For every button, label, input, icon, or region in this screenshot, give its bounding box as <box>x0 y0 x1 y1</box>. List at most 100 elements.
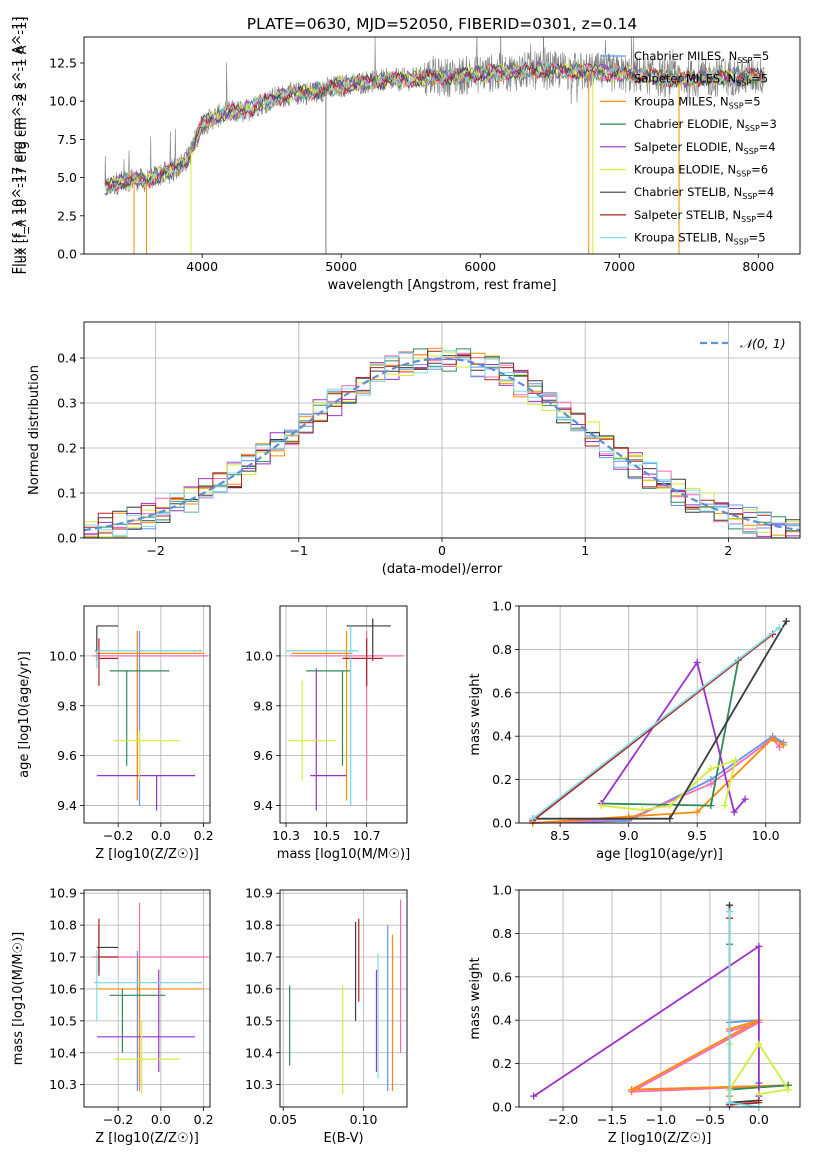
legend-lib: MILES <box>687 49 721 63</box>
series-marker <box>707 765 715 773</box>
massweight-vs-age-lines <box>529 617 790 827</box>
legend-lib: ELODIE <box>686 140 728 154</box>
legend-eq: = <box>749 231 759 245</box>
x-tick-label: 0.05 <box>269 1112 297 1127</box>
legend-lib: ELODIE <box>687 117 729 131</box>
axes-frame <box>83 605 211 824</box>
massweight-vs-age-ylabel: mass weight <box>468 673 483 755</box>
y-tick-label: 10.7 <box>245 950 273 965</box>
legend-n: 5 <box>753 94 760 108</box>
x-tick-label: 0.0 <box>151 828 171 843</box>
model-line-7 <box>104 62 765 192</box>
y-tick-label: 10.0 <box>49 648 77 663</box>
legend-lib: MILES <box>686 72 720 86</box>
y-tick-label: 10.5 <box>49 1013 77 1028</box>
legend-lib: STELIB <box>678 231 717 245</box>
legend-eq: = <box>744 94 754 108</box>
y-tick-label: 0.8 <box>492 926 512 941</box>
legend-n-sub: SSP <box>736 170 751 179</box>
series-marker <box>726 908 734 916</box>
series-marker <box>638 806 646 814</box>
x-tick-label: 8000 <box>742 259 774 274</box>
x-tick-label: 0.10 <box>350 1112 378 1127</box>
legend-n-label: , N <box>726 185 742 199</box>
legend-imf: Chabrier <box>634 49 684 63</box>
legend-n-sub: SSP <box>745 124 760 133</box>
legend-imf: Kroupa <box>634 231 675 245</box>
residual-hists <box>84 347 800 538</box>
x-tick-label: 10.3 <box>272 828 300 843</box>
legend-entry: Salpeter ELODIE, NSSP=4 <box>634 140 776 156</box>
series-line-7 <box>728 918 759 1106</box>
y-tick-label: 0.1 <box>57 486 77 501</box>
legend-eq: = <box>757 185 767 199</box>
y-tick-label: 0.4 <box>492 1013 512 1028</box>
legend-entry: Kroupa ELODIE, NSSP=6 <box>634 163 768 179</box>
legend-lib: STELIB <box>687 185 726 199</box>
x-tick-label: 0 <box>438 543 446 558</box>
axes-frame <box>518 605 801 824</box>
legend-n-sub: SSP <box>736 79 751 88</box>
x-tick-label: 10.0 <box>752 828 780 843</box>
series-marker <box>666 802 674 810</box>
legend-imf: Salpeter <box>634 140 683 154</box>
series-marker <box>755 1079 763 1087</box>
y-tick-label: 0.4 <box>492 729 512 744</box>
x-tick-label: 0.0 <box>151 1112 171 1127</box>
legend-lib: ELODIE <box>678 163 720 177</box>
y-tick-label: 9.4 <box>57 798 77 813</box>
x-tick-label: −1 <box>290 543 308 558</box>
mass-vs-ebv-xlabel: E(B-V) <box>323 1131 363 1146</box>
y-tick-label: 10.4 <box>49 1045 77 1060</box>
legend-n-sub: SSP <box>737 56 752 65</box>
age-vs-mass-xlabel: mass [log10(M/M☉)] <box>277 847 410 862</box>
series-line-2 <box>532 737 785 824</box>
mass-vs-ebv-errorbars <box>289 899 402 1095</box>
series-marker <box>726 901 734 909</box>
x-tick-label: 0.0 <box>749 1112 769 1127</box>
series-marker <box>732 756 740 764</box>
massweight-vs-Z-lines <box>530 901 792 1111</box>
age-vs-Z-ylabel: age [log10(age/yr)] <box>17 651 32 778</box>
y-tick-label: 0.2 <box>57 441 77 456</box>
legend-n-label: , N <box>718 231 734 245</box>
legend-imf: Chabrier <box>634 185 684 199</box>
legend-eq: = <box>752 49 762 63</box>
x-tick-label: 0.2 <box>194 1112 214 1127</box>
spectrum-xlabel: wavelength [Angstrom, rest frame] <box>328 278 557 293</box>
y-tick-label: 10.7 <box>49 950 77 965</box>
x-tick-label: 10.7 <box>353 828 381 843</box>
legend-n-sub: SSP <box>729 101 744 110</box>
y-tick-label: 10.8 <box>49 918 77 933</box>
series-marker <box>775 743 783 751</box>
legend-n: 4 <box>767 185 774 199</box>
legend-eq: = <box>751 72 761 86</box>
y-tick-label: 0.6 <box>492 969 512 984</box>
y-tick-label: 10.4 <box>245 1045 273 1060</box>
series-marker <box>529 815 537 823</box>
age-vs-Z-errorbars <box>92 625 208 811</box>
x-tick-label: 9.0 <box>619 828 639 843</box>
spectrum-ylabel: Flux [f_λ 10^-17 erg cm^-2 s^-1 A^-1] <box>11 17 26 275</box>
age-vs-Z-axes: −0.2 0.0 0.2 9.4 9.6 9.8 10.0 <box>49 606 214 843</box>
legend-imf: Chabrier <box>634 117 684 131</box>
y-tick-label: 9.4 <box>253 798 273 813</box>
y-tick-label: 0.8 <box>492 642 512 657</box>
y-tick-label: 0.2 <box>492 1056 512 1071</box>
legend-n: 5 <box>762 49 769 63</box>
series-marker <box>628 1086 636 1094</box>
y-tick-label: 10.3 <box>49 1077 77 1092</box>
residual-hist-8 <box>84 350 800 538</box>
x-tick-label: 5000 <box>325 259 357 274</box>
y-tick-label: 12.5 <box>49 55 77 70</box>
series-marker <box>693 658 701 666</box>
legend-imf: Kroupa <box>634 163 675 177</box>
massweight-vs-age-axes: 8.5 9.0 9.5 10.0 0.0 0.2 0.4 0.6 0.8 1.0 <box>492 599 800 843</box>
y-tick-label: 10.9 <box>245 886 273 901</box>
legend-entry: Chabrier STELIB, NSSP=4 <box>634 185 774 201</box>
series-marker <box>755 942 763 950</box>
series-marker <box>707 802 715 810</box>
series-marker <box>597 802 605 810</box>
